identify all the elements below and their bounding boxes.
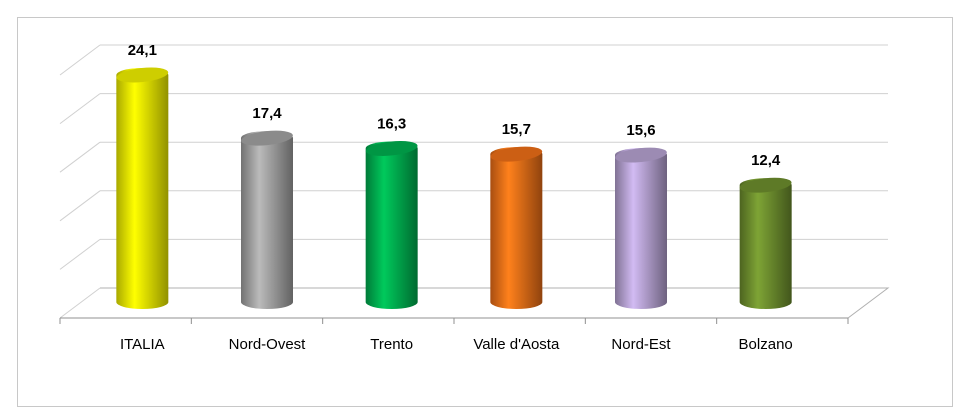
bar (241, 131, 293, 309)
bar-top (615, 147, 667, 163)
side-grid-line (59, 287, 101, 319)
value-label: 15,7 (502, 121, 531, 138)
chart-frame (17, 17, 953, 407)
bar (116, 68, 169, 310)
bar-top (116, 67, 169, 83)
value-label: 15,6 (626, 122, 655, 139)
x-tick-label: Trento (370, 336, 413, 353)
value-label: 24,1 (128, 42, 157, 59)
bar (365, 141, 418, 309)
bar (490, 147, 543, 309)
x-tick-label: Valle d'Aosta (473, 336, 560, 353)
side-grid-line (59, 238, 101, 270)
value-label: 12,4 (751, 152, 781, 169)
side-grid-line (59, 141, 101, 173)
x-tick-label: ITALIA (120, 336, 165, 353)
value-label: 17,4 (252, 105, 282, 122)
side-grid-line (59, 190, 101, 222)
x-tick-label: Nord-Est (611, 336, 671, 353)
bar-top (490, 146, 543, 162)
side-grid-line (59, 44, 101, 76)
value-label: 16,3 (377, 115, 406, 132)
bar (739, 178, 792, 310)
side-grid-line (59, 93, 101, 124)
bar (615, 148, 667, 309)
bar-top (739, 177, 792, 193)
bar-top (241, 130, 293, 146)
x-tick-label: Nord-Ovest (229, 336, 307, 353)
bar-top (365, 140, 418, 156)
x-tick-label: Bolzano (739, 336, 793, 353)
